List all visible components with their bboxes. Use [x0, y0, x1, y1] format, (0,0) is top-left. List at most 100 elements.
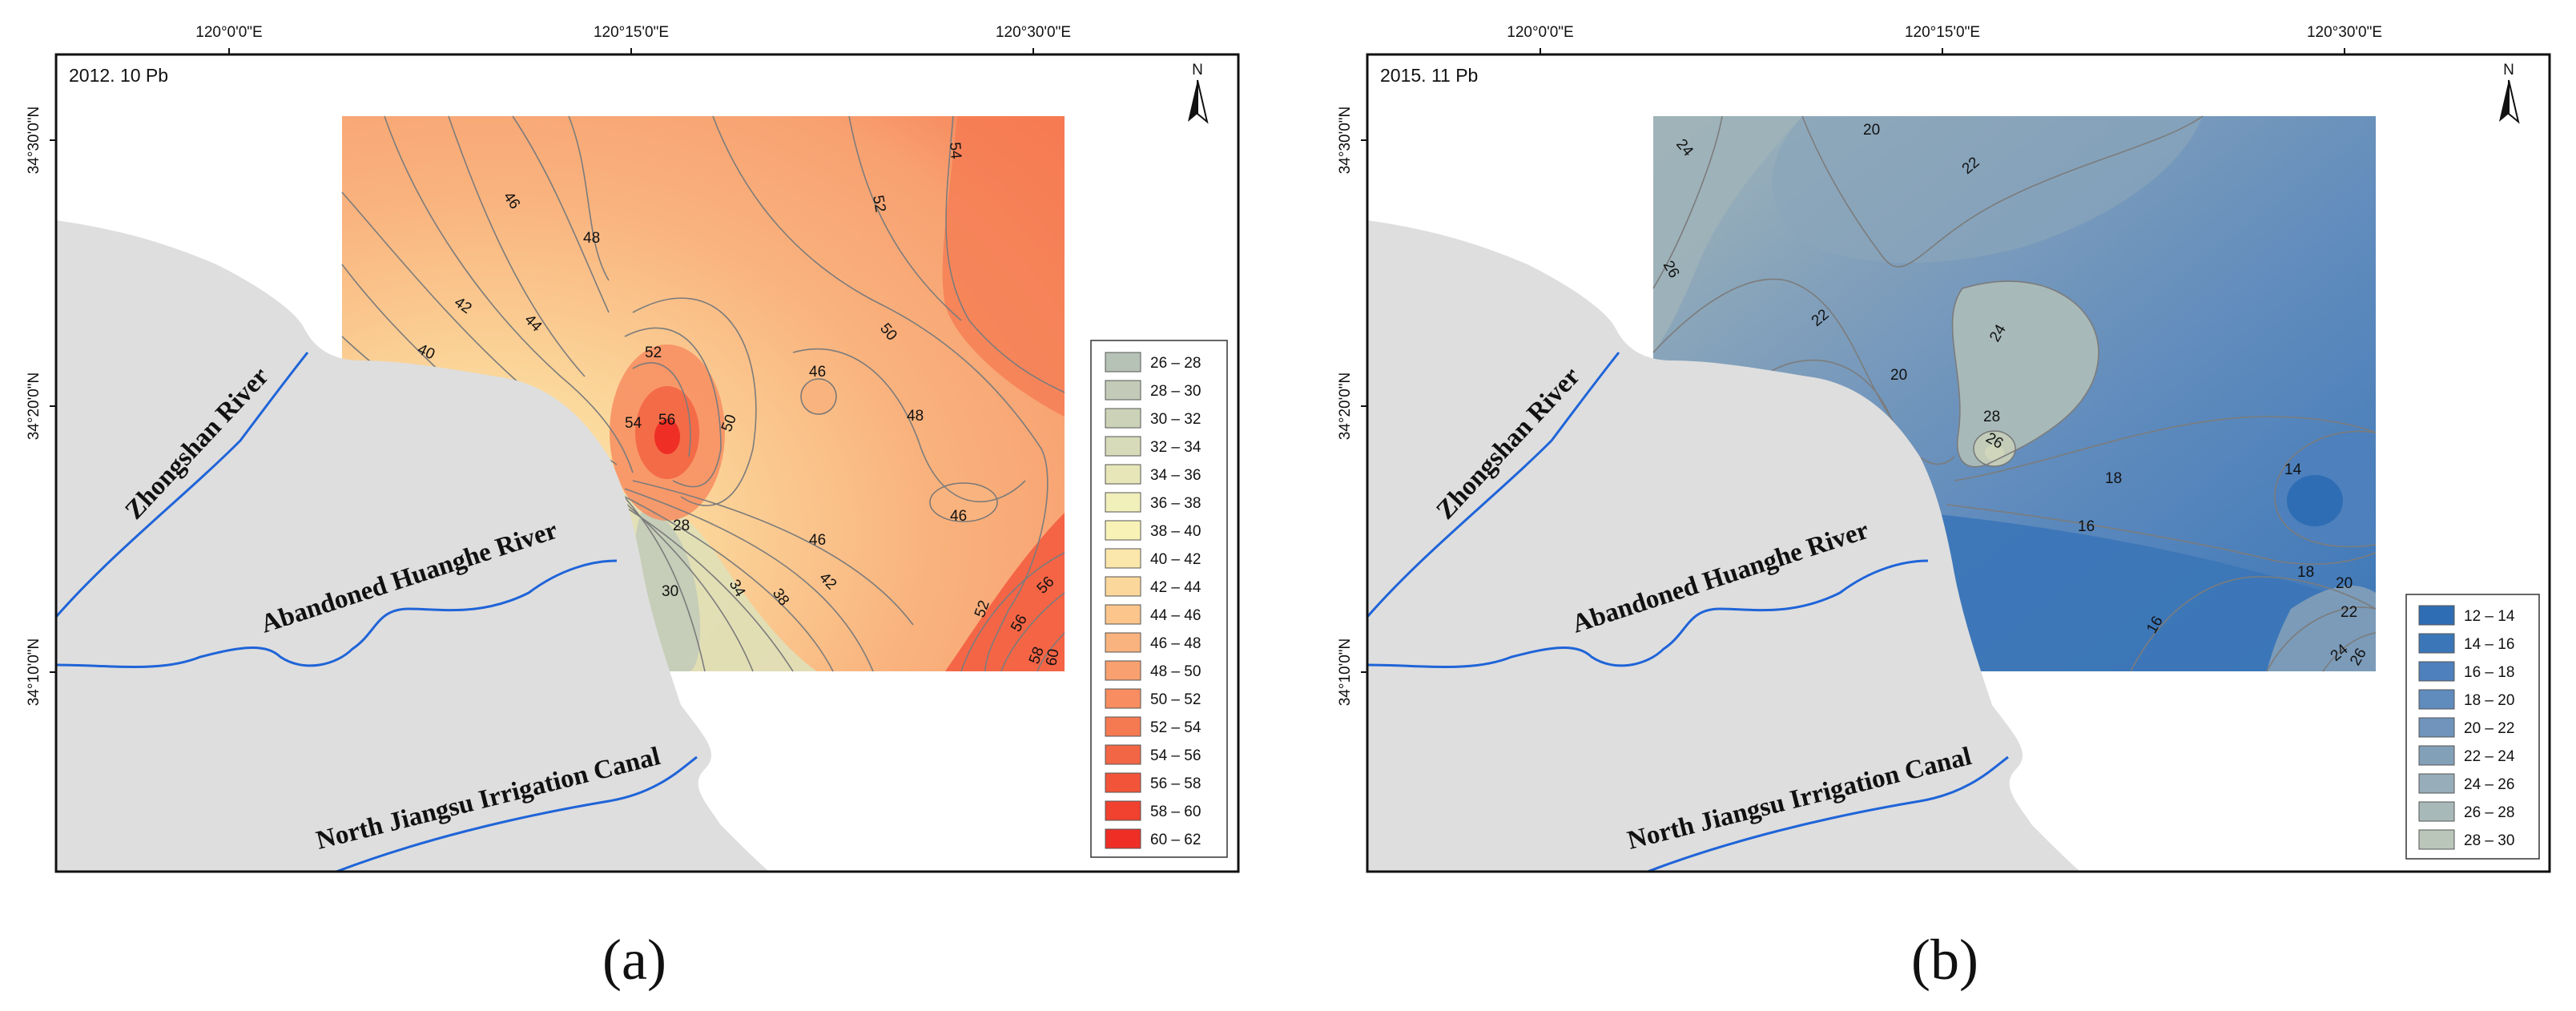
panel-b-map	[1367, 54, 2550, 872]
panel-b-minimum	[2287, 475, 2343, 526]
contour-label: 28	[1983, 409, 2000, 425]
contour-label: 54	[946, 142, 964, 160]
panel-b-north-arrow-icon: N	[2499, 62, 2520, 124]
panel-a-left-tick-2: 34°20'0"N	[26, 373, 42, 441]
contour-label: 52	[869, 194, 888, 213]
legend-label: 52 – 54	[1150, 719, 1201, 736]
legend-label: 28 – 30	[2464, 832, 2514, 849]
panel-a-legend: 26 – 28 28 – 30 30 – 32 32 – 34 34 – 36 36 – …	[1090, 340, 1228, 858]
panel-b-left-tick-2: 34°20'0"N	[1337, 373, 1354, 441]
contour-label: 14	[2284, 461, 2302, 478]
legend-label: 32 – 34	[1150, 439, 1201, 456]
contour-label: 52	[645, 344, 662, 361]
legend-swatch	[1105, 492, 1141, 513]
legend-swatch	[1105, 632, 1141, 653]
legend-label: 42 – 44	[1150, 579, 1201, 596]
panel-b-legend: 12 – 14 14 – 16 16 – 18 18 – 20 20 – 22 22 – …	[2405, 594, 2540, 860]
panel-b-top-tick-3: 120°30'0"E	[2307, 24, 2382, 41]
legend-swatch	[2418, 633, 2455, 654]
contour-label: 48	[583, 230, 600, 247]
legend-swatch	[1105, 688, 1141, 709]
panel-a-land	[56, 220, 769, 872]
legend-label: 34 – 36	[1150, 467, 1201, 484]
legend-swatch	[1105, 716, 1141, 737]
panel-a-top-tick-2: 120°15'0"E	[594, 24, 669, 41]
panel-a-tick-marks	[50, 48, 1034, 673]
legend-swatch	[1105, 604, 1141, 625]
panel-b-high-north	[1772, 116, 2203, 264]
contour-label: 20	[2336, 575, 2353, 592]
legend-label: 16 – 18	[2464, 664, 2514, 681]
caption-a: (a)	[602, 928, 666, 992]
panel-b-land	[1367, 220, 2080, 872]
contour-label: 18	[2297, 564, 2314, 581]
panel-a-left-tick-1: 34°30'0"N	[26, 107, 42, 175]
legend-label: 18 – 20	[2464, 692, 2514, 709]
panel-a-title: 2012. 10 Pb	[69, 65, 168, 86]
legend-label: 20 – 22	[2464, 720, 2514, 737]
legend-label: 24 – 26	[2464, 776, 2514, 793]
panel-b: 120°0'0"E 120°15'0"E 120°30'0"E 34°30'0"…	[1337, 24, 2551, 873]
legend-swatch	[1105, 436, 1141, 457]
panel-a: 120°0'0"E 120°15'0"E 120°30'0"E 34°30'0"…	[26, 24, 1240, 873]
legend-label: 14 – 16	[2464, 636, 2514, 653]
panel-b-top-tick-1: 120°0'0"E	[1507, 24, 1573, 41]
contour-label: 22	[2341, 604, 2357, 621]
legend-swatch	[1105, 828, 1141, 849]
legend-label: 56 – 58	[1150, 775, 1201, 792]
legend-swatch	[2418, 773, 2455, 794]
legend-label: 28 – 30	[1150, 383, 1201, 400]
panel-a-top-tick-3: 120°30'0"E	[996, 24, 1071, 41]
panel-b-contours	[1652, 115, 2377, 672]
legend-swatch	[1105, 744, 1141, 765]
legend-label: 26 – 28	[1150, 355, 1201, 372]
panel-b-left-tick-3: 34°10'0"N	[1337, 638, 1354, 707]
legend-swatch	[1105, 548, 1141, 569]
legend-swatch	[1105, 380, 1141, 401]
legend-swatch	[1105, 660, 1141, 681]
contour-label: 16	[2078, 518, 2095, 535]
legend-swatch	[2418, 689, 2455, 710]
contour-label: 60	[1043, 647, 1062, 667]
legend-swatch	[1105, 576, 1141, 597]
panel-a-left-tick-3: 34°10'0"N	[26, 638, 42, 707]
legend-swatch	[2418, 745, 2455, 766]
legend-swatch	[2418, 605, 2455, 626]
legend-label: 50 – 52	[1150, 691, 1201, 708]
legend-label: 58 – 60	[1150, 804, 1201, 820]
panel-b-legend-items: 12 – 14 14 – 16 16 – 18 18 – 20 20 – 22 22 – …	[2418, 605, 2515, 850]
legend-label: 30 – 32	[1150, 411, 1201, 428]
contour-label: 56	[658, 412, 675, 429]
legend-label: 48 – 50	[1150, 663, 1201, 680]
svg-text:N: N	[1192, 62, 1203, 79]
panel-a-frame	[54, 53, 1240, 873]
legend-swatch	[1105, 408, 1141, 429]
legend-swatch	[2418, 661, 2455, 682]
panel-b-top-tick-2: 120°15'0"E	[1905, 24, 1980, 41]
panel-a-high-east	[942, 116, 1065, 417]
panel-b-frame	[1366, 53, 2551, 873]
contour-label: 30	[662, 583, 678, 600]
panel-b-tick-marks	[1361, 48, 2345, 673]
contour-label: 18	[2105, 470, 2122, 487]
legend-label: 22 – 24	[2464, 748, 2515, 765]
panel-a-high-se	[945, 513, 1065, 671]
panel-b-title: 2015. 11 Pb	[1380, 65, 1478, 86]
panel-a-map	[56, 54, 1238, 872]
legend-swatch	[2418, 801, 2455, 822]
legend-label: 12 – 14	[2464, 608, 2515, 625]
svg-text:N: N	[2503, 62, 2514, 79]
legend-label: 40 – 42	[1150, 551, 1201, 568]
panel-a-north-arrow-icon: N	[1188, 62, 1209, 124]
contour-label: 28	[673, 518, 690, 534]
panel-b-left-tick-1: 34°30'0"N	[1337, 107, 1354, 175]
legend-swatch	[2418, 717, 2455, 738]
legend-swatch	[1105, 464, 1141, 485]
contour-label: 46	[809, 364, 826, 381]
panel-a-rivers	[56, 352, 698, 872]
caption-b: (b)	[1911, 928, 1978, 992]
legend-label: 26 – 28	[2464, 804, 2514, 821]
contour-label: 48	[907, 408, 924, 425]
panel-b-low-south	[1922, 513, 2376, 671]
